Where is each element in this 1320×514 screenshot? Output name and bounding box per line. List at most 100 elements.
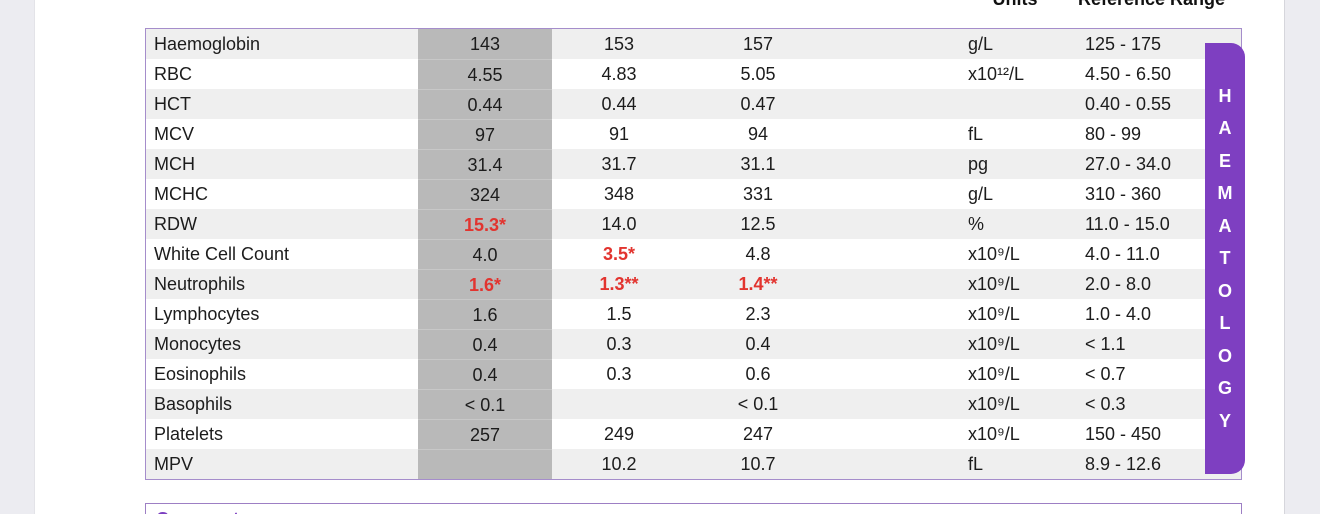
section-tab-letter: M [1217,183,1233,204]
result-previous-2-cell: 0.47 [740,94,776,114]
result-current-cell: 324 [418,179,552,209]
result-current-cell: 4.55 [418,59,552,89]
units-cell: x10⁹/L [968,304,1020,324]
result-previous-2-cell: 157 [742,34,774,54]
result-previous-2-cell: 94 [747,124,769,144]
result-previous-1-cell: 153 [603,34,635,54]
result-current-cell: 257 [418,419,552,449]
table-row: Basophils < 0.1 < 0.1 x10⁹/L < 0.3 [146,389,1241,419]
table-row: Lymphocytes 1.6 1.5 2.3 x10⁹/L 1.0 - 4.0 [146,299,1241,329]
table-row: MCHC 324 348 331 g/L 310 - 360 [146,179,1241,209]
test-name-cell: Neutrophils [154,274,246,294]
result-current-cell [418,449,552,479]
table-row: HCT 0.44 0.44 0.47 0.40 - 0.55 [146,89,1241,119]
test-name-cell: MCH [154,154,195,174]
section-tab-letter: Y [1218,410,1231,431]
result-previous-1-cell: 91 [608,124,630,144]
reference-range-cell: < 0.7 [1085,364,1126,384]
reference-range-cell: 80 - 99 [1085,124,1142,144]
test-name-cell: MCHC [154,184,208,204]
table-row: Haemoglobin 143 153 157 g/L 125 - 175 [146,29,1241,59]
section-tab-letter: T [1219,248,1231,269]
table-row: Platelets 257 249 247 x10⁹/L 150 - 450 [146,419,1241,449]
result-previous-1-cell: 0.44 [601,94,637,114]
result-previous-1-cell: 10.2 [601,454,637,474]
units-cell: x10⁹/L [968,364,1020,384]
units-cell: x10⁹/L [968,394,1020,414]
result-previous-1-cell: 1.3** [599,274,639,294]
test-name-cell: RBC [154,64,193,84]
units-cell: % [968,214,985,234]
table-row: Neutrophils 1.6* 1.3** 1.4** x10⁹/L 2.0 … [146,269,1241,299]
reference-range-cell: < 0.3 [1085,394,1126,414]
result-previous-2-cell: 10.7 [740,454,776,474]
units-cell: g/L [968,184,994,204]
reference-range-cell: 0.40 - 0.55 [1085,94,1172,114]
result-previous-2-cell: 2.3 [745,304,771,324]
table-row: RBC 4.55 4.83 5.05 x10¹²/L 4.50 - 6.50 [146,59,1241,89]
section-tab-letter: O [1217,280,1232,301]
units-cell: pg [968,154,989,174]
result-previous-1-cell: 31.7 [601,154,637,174]
result-current-cell: < 0.1 [418,389,552,419]
reference-range-cell: < 1.1 [1085,334,1126,354]
result-previous-2-cell: 4.8 [745,244,771,264]
result-current-cell: 31.4 [418,149,552,179]
result-previous-2-cell: 0.6 [745,364,771,384]
result-current-cell: 4.0 [418,239,552,269]
result-previous-1-cell: 14.0 [601,214,637,234]
section-tab-letter: A [1218,215,1232,236]
result-previous-2-cell: 247 [742,424,774,444]
report-page: Units Reference Range Haemoglobin 143 15… [34,0,1285,514]
reference-range-cell: 4.50 - 6.50 [1085,64,1172,84]
test-name-cell: MCV [154,124,194,144]
test-name-cell: Haemoglobin [154,34,261,54]
result-current-cell: 1.6 [418,299,552,329]
units-cell [830,89,1083,119]
units-column-header: Units [965,0,1065,9]
reference-range-cell: 150 - 450 [1085,424,1162,444]
test-name-cell: White Cell Count [154,244,290,264]
result-previous-1-cell: 4.83 [601,64,637,84]
test-name-cell: Basophils [154,394,233,414]
result-current-cell: 0.4 [418,359,552,389]
reference-range-cell: 11.0 - 15.0 [1085,214,1170,234]
table-row: RDW 15.3* 14.0 12.5 % 11.0 - 15.0 [146,209,1241,239]
reference-range-cell: 4.0 - 11.0 [1085,244,1160,264]
reference-range-cell: 27.0 - 34.0 [1085,154,1172,174]
result-previous-1-cell: 1.5 [606,304,632,324]
result-previous-2-cell: 0.4 [745,334,771,354]
result-previous-2-cell: 12.5 [740,214,776,234]
units-cell: x10¹²/L [968,64,1025,84]
test-name-cell: MPV [154,454,194,474]
section-tab-letter: E [1218,150,1231,171]
test-name-cell: Monocytes [154,334,242,354]
result-current-cell: 97 [418,119,552,149]
result-previous-2-cell: < 0.1 [737,394,779,414]
reference-range-cell: 125 - 175 [1085,34,1162,54]
reference-range-cell: 8.9 - 12.6 [1085,454,1162,474]
table-row: Eosinophils 0.4 0.3 0.6 x10⁹/L < 0.7 [146,359,1241,389]
table-row: MPV 10.2 10.7 fL 8.9 - 12.6 [146,449,1241,479]
units-cell: x10⁹/L [968,424,1020,444]
result-current-cell: 143 [418,29,552,59]
result-current-cell: 1.6* [418,269,552,299]
table-row: MCH 31.4 31.7 31.1 pg 27.0 - 34.0 [146,149,1241,179]
comments-section-title: Comments [146,504,1241,514]
result-current-cell: 0.44 [418,89,552,119]
test-name-cell: Platelets [154,424,224,444]
comments-section: Comments [145,503,1242,514]
test-name-cell: HCT [154,94,191,114]
reference-range-cell: 2.0 - 8.0 [1085,274,1152,294]
result-previous-2-cell: 5.05 [740,64,776,84]
result-previous-1-cell: 3.5* [602,244,636,264]
result-previous-1-cell: 348 [603,184,635,204]
table-row: White Cell Count 4.0 3.5* 4.8 x10⁹/L 4.0… [146,239,1241,269]
units-cell: fL [968,454,984,474]
haematology-results-table: Haemoglobin 143 153 157 g/L 125 - 175 RB… [145,28,1242,480]
result-current-cell: 15.3* [418,209,552,239]
units-cell: g/L [968,34,994,54]
reference-range-cell: 310 - 360 [1085,184,1162,204]
reference-range-cell: 1.0 - 4.0 [1085,304,1152,324]
